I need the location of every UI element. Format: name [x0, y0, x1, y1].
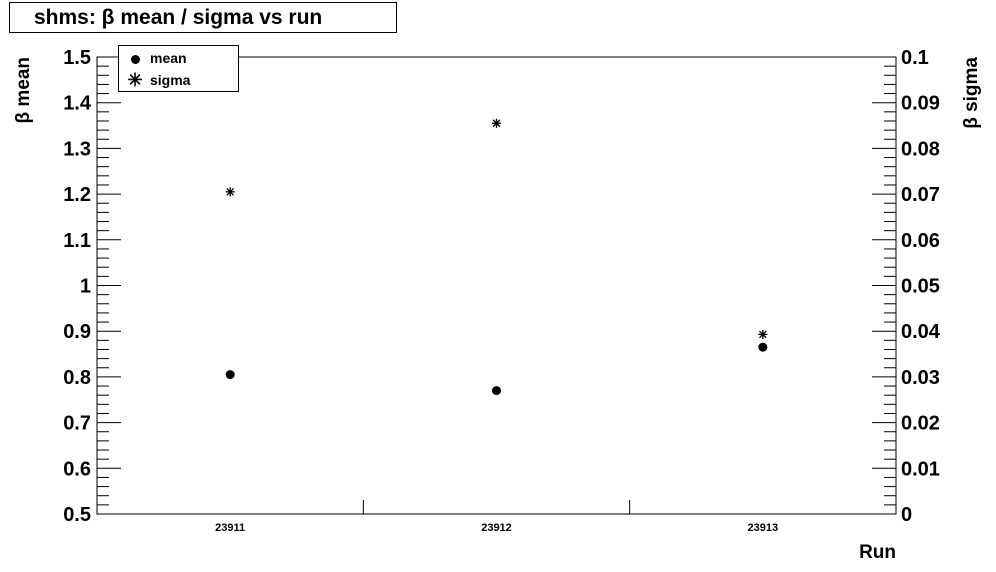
legend: mean ✳ sigma	[118, 45, 239, 92]
right-tick-label: 0.01	[901, 458, 940, 480]
left-tick-label: 1.3	[63, 138, 91, 160]
x-tick-label: 23912	[481, 522, 512, 534]
left-tick-label: 0.8	[63, 367, 91, 389]
left-tick-label: 0.9	[63, 321, 91, 343]
right-tick-label: 0.05	[901, 276, 940, 298]
sigma-point	[225, 187, 235, 197]
mean-point	[225, 370, 235, 380]
right-tick-label: 0.09	[901, 93, 940, 115]
left-tick-label: 1.2	[63, 184, 91, 206]
legend-label-sigma: sigma	[150, 72, 191, 88]
right-tick-label: 0.02	[901, 413, 940, 435]
right-tick-label: 0.06	[901, 230, 940, 252]
legend-marker-mean	[127, 48, 143, 68]
left-tick-label: 0.6	[63, 458, 91, 480]
legend-item-mean: mean	[119, 48, 239, 68]
sigma-point	[758, 329, 768, 339]
right-tick-label: 0.03	[901, 367, 940, 389]
sigma-point	[492, 118, 501, 128]
legend-label-mean: mean	[150, 50, 187, 66]
x-tick-label: 23913	[748, 522, 779, 534]
right-tick-label: 0.07	[901, 184, 940, 206]
legend-item-sigma: ✳ sigma	[119, 70, 239, 90]
left-tick-label: 1.4	[63, 93, 92, 115]
right-tick-label: 0.08	[901, 138, 940, 160]
right-tick-label: 0.1	[901, 47, 929, 69]
left-tick-label: 1	[80, 276, 91, 298]
x-axis-title: Run	[859, 542, 896, 563]
chart-title: shms: β mean / sigma vs run	[9, 2, 397, 33]
legend-marker-sigma: ✳	[127, 70, 143, 90]
right-tick-label: 0	[901, 504, 912, 526]
y-right-axis-title: β sigma	[961, 57, 982, 129]
left-tick-label: 1.5	[63, 47, 91, 69]
left-tick-label: 1.1	[63, 230, 91, 252]
right-tick-label: 0.04	[901, 321, 941, 343]
y-left-axis-title: β mean	[13, 57, 34, 124]
mean-point	[492, 386, 501, 396]
left-tick-label: 0.7	[63, 413, 91, 435]
mean-point	[758, 342, 768, 352]
x-tick-label: 23911	[215, 522, 245, 534]
left-tick-label: 0.5	[63, 504, 91, 526]
